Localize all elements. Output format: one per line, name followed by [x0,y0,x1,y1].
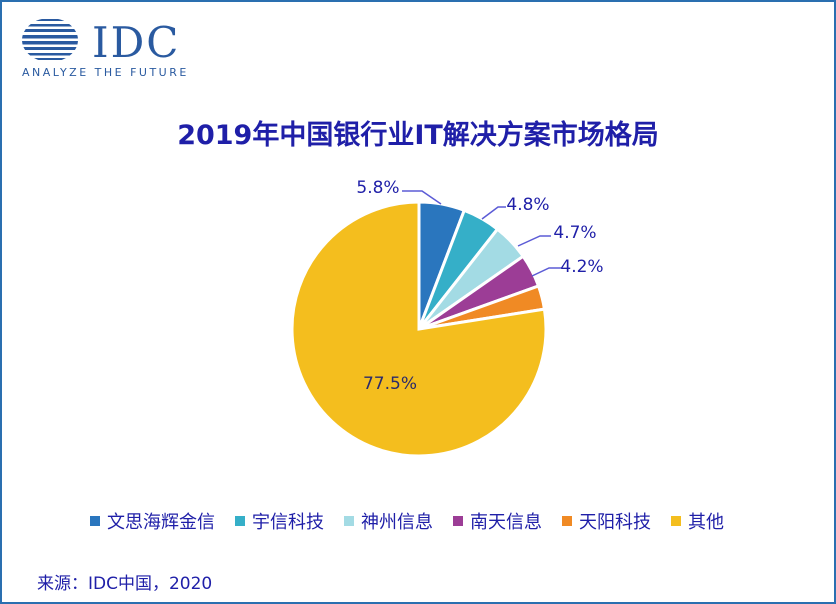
source-note: 来源：IDC中国，2020 [37,574,213,594]
globe-icon [22,19,78,60]
legend-item-2: 神州信息 [344,508,433,534]
pie-slice-5 [290,200,548,458]
leader-line-2 [517,235,551,247]
leader-line-1 [481,206,506,220]
legend-label-5: 其他 [688,512,724,533]
logo-tagline: ANALYZE THE FUTURE [22,66,189,79]
legend-swatch-2 [344,516,354,526]
data-label-1: 4.8% [506,195,549,215]
legend-label-1: 宇信科技 [252,512,324,533]
legend-label-3: 南天信息 [470,512,542,533]
legend-swatch-1 [235,516,245,526]
data-label-3: 4.2% [560,257,603,277]
legend-label-0: 文思海辉金信 [107,512,215,533]
legend-swatch-5 [671,516,681,526]
leader-line-0 [402,190,442,205]
chart-title: 2019年中国银行业IT解决方案市场格局 [177,120,659,151]
legend: 文思海辉金信 宇信科技 神州信息 南天信息 天阳科技 其他 [90,508,724,534]
leader-line-3 [531,267,562,277]
data-label-5: 77.5% [363,374,417,394]
legend-label-2: 神州信息 [361,512,433,533]
legend-item-5: 其他 [671,508,724,534]
legend-swatch-3 [453,516,463,526]
legend-item-4: 天阳科技 [562,508,651,534]
legend-label-4: 天阳科技 [579,512,651,533]
legend-item-0: 文思海辉金信 [90,508,215,534]
legend-item-3: 南天信息 [453,508,542,534]
legend-swatch-0 [90,516,100,526]
legend-swatch-4 [562,516,572,526]
data-label-2: 4.7% [553,223,596,243]
data-label-0: 5.8% [356,178,399,198]
legend-item-1: 宇信科技 [235,508,324,534]
logo-wordmark: IDC [92,18,181,67]
idc-logo: IDC ANALYZE THE FUTURE [20,16,200,80]
